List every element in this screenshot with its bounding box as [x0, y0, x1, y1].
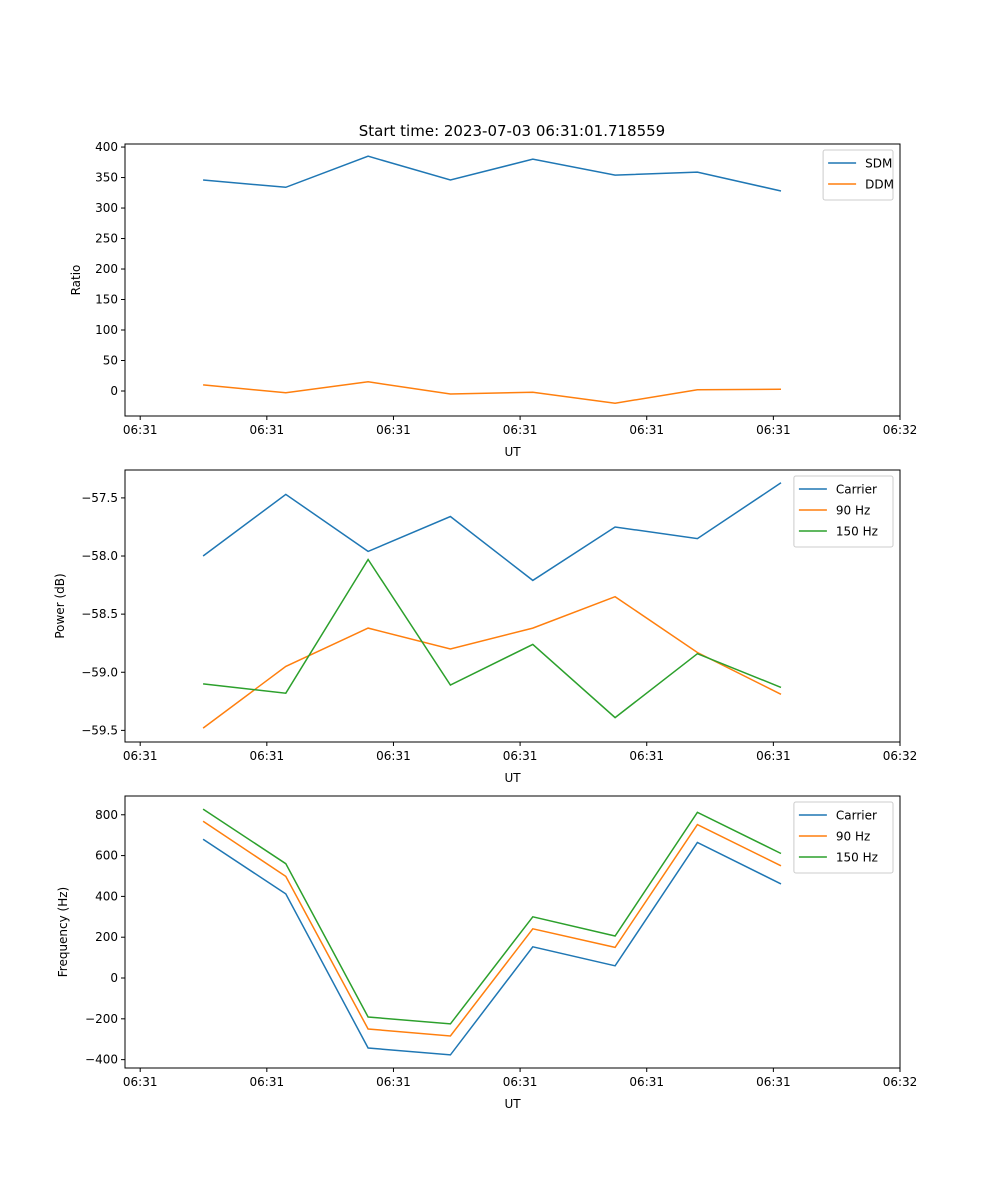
series-line-150-hz	[203, 558, 782, 719]
y-tick-label: 300	[95, 201, 118, 215]
legend: Carrier 90 Hz 150 Hz	[793, 801, 894, 874]
series-line-sdm	[203, 155, 782, 192]
x-tick-label: 06:32	[883, 1075, 918, 1089]
legend-box	[793, 801, 894, 874]
legend-label: 90 Hz	[836, 830, 870, 844]
y-tick-label: −59.5	[81, 723, 118, 737]
legend-label: DDM	[865, 178, 894, 192]
x-tick-label: 06:31	[123, 1075, 158, 1089]
x-tick-label: 06:31	[756, 1075, 791, 1089]
x-tick-label: 06:32	[883, 423, 918, 437]
x-tick-label: 06:31	[376, 423, 411, 437]
y-tick-label: 400	[95, 140, 118, 154]
legend: Carrier 90 Hz 150 Hz	[793, 475, 894, 548]
legend-label: 150 Hz	[836, 851, 878, 865]
y-tick-label: 800	[95, 808, 118, 822]
y-tick-label: 200	[95, 262, 118, 276]
y-tick-label: 150	[95, 293, 118, 307]
y-tick-label: 0	[110, 384, 118, 398]
y-axis-label: Power (dB)	[53, 573, 67, 638]
y-tick-label: 600	[95, 849, 118, 863]
y-axis-label: Ratio	[69, 265, 83, 296]
axes-frame	[124, 795, 901, 1069]
x-tick-label: 06:31	[123, 423, 158, 437]
subplot-2: 06:31 06:31 06:31 06:31 06:31 06:31 06:32 −59.5…	[53, 469, 918, 785]
legend-label: Carrier	[836, 809, 877, 823]
x-tick-label: 06:31	[756, 749, 791, 763]
subplot-3: 06:31 06:31 06:31 06:31 06:31 06:31 06:32 −400 −…	[56, 795, 918, 1111]
y-tick-label: −57.5	[81, 491, 118, 505]
y-tick-label: 50	[103, 354, 118, 368]
y-tick-label: −400	[85, 1053, 118, 1067]
y-tick-label: −58.0	[81, 549, 118, 563]
y-tick-label: 0	[110, 971, 118, 985]
axes-frame	[124, 143, 901, 417]
x-tick-label: 06:31	[503, 423, 538, 437]
x-tick-label: 06:31	[503, 1075, 538, 1089]
x-tick-label: 06:31	[756, 423, 791, 437]
figure-title: Start time: 2023-07-03 06:31:01.718559	[359, 122, 665, 140]
y-tick-label: −200	[85, 1012, 118, 1026]
x-tick-label: 06:31	[629, 749, 664, 763]
y-axis-label: Frequency (Hz)	[56, 887, 70, 978]
x-tick-label: 06:31	[629, 423, 664, 437]
y-tick-label: 100	[95, 323, 118, 337]
x-tick-label: 06:31	[376, 1075, 411, 1089]
x-axis-label: UT	[504, 1097, 521, 1111]
legend-label: Carrier	[836, 483, 877, 497]
series-line-90-hz	[202, 595, 782, 729]
x-tick-label: 06:31	[123, 749, 158, 763]
legend-label: 90 Hz	[836, 504, 870, 518]
y-tick-label: 400	[95, 889, 118, 903]
legend-box	[793, 475, 894, 548]
x-tick-label: 06:31	[629, 1075, 664, 1089]
x-tick-label: 06:32	[883, 749, 918, 763]
y-tick-label: 200	[95, 930, 118, 944]
x-tick-label: 06:31	[503, 749, 538, 763]
y-tick-label: 350	[95, 171, 118, 185]
x-tick-label: 06:31	[250, 1075, 285, 1089]
legend-label: SDM	[865, 157, 892, 171]
series-line-150-hz	[202, 808, 782, 1025]
y-tick-label: −59.0	[81, 665, 118, 679]
axes-frame	[124, 469, 901, 743]
x-tick-label: 06:31	[376, 749, 411, 763]
subplot-1: 06:31 06:31 06:31 06:31 06:31 06:31 06:32 0 50 10…	[69, 140, 917, 459]
x-axis-label: UT	[504, 445, 521, 459]
series-line-90-hz	[202, 820, 782, 1037]
legend: SDM DDM	[822, 149, 894, 201]
y-tick-label: 250	[95, 232, 118, 246]
x-axis-label: UT	[504, 771, 521, 785]
series-line-carrier	[202, 838, 782, 1056]
y-tick-label: −58.5	[81, 607, 118, 621]
x-tick-label: 06:31	[250, 423, 285, 437]
x-tick-label: 06:31	[250, 749, 285, 763]
series-line-ddm	[203, 381, 782, 404]
legend-label: 150 Hz	[836, 525, 878, 539]
series-line-carrier	[202, 482, 782, 582]
